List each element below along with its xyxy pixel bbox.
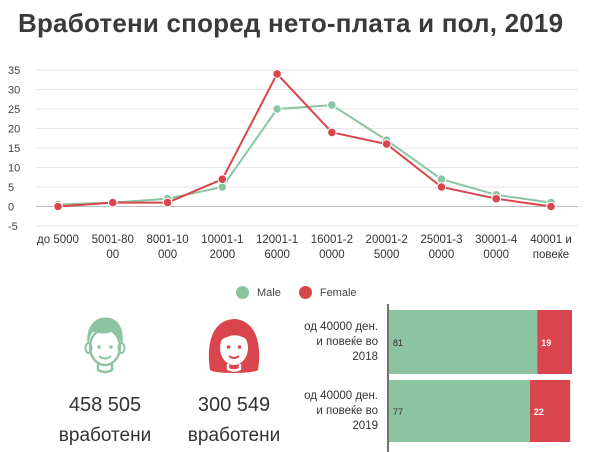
x-tick-label: 16001-2: [311, 234, 353, 246]
x-tick-label: 0000: [429, 249, 455, 261]
x-tick-label: 8001-10: [146, 234, 188, 246]
female-unit: вработени: [187, 425, 281, 446]
data-point-male[interactable]: [327, 100, 337, 110]
x-tick-label: 20001-2: [366, 234, 408, 246]
legend-item-female[interactable]: Female: [298, 286, 357, 299]
male-summary: 458 505 вработени: [50, 314, 160, 447]
bar-segment-male[interactable]: [389, 310, 538, 374]
data-point-female[interactable]: [546, 201, 556, 212]
data-point-female[interactable]: [491, 193, 502, 204]
data-point-female[interactable]: [436, 182, 447, 192]
page-title: Вработени според нето-плата и пол, 2019: [18, 8, 564, 38]
y-tick-label: 35: [8, 65, 20, 77]
x-tick-label: 30001-4: [475, 234, 518, 246]
x-tick-label: 10001-1: [201, 234, 243, 246]
y-tick-label: 25: [8, 104, 20, 116]
legend-male-label: Male: [257, 286, 281, 299]
bar-category-label: и повеќе во: [316, 405, 378, 417]
data-point-female[interactable]: [107, 197, 118, 208]
man-icon: [84, 317, 126, 374]
data-point-female[interactable]: [53, 201, 63, 212]
y-tick-label: 30: [8, 85, 20, 97]
female-summary: 300 549 вработени: [175, 314, 293, 447]
chart-legend: Male Female: [236, 286, 357, 299]
x-tick-label: 2000: [210, 249, 236, 261]
bar-category-label: од 40000 ден.: [304, 321, 378, 333]
x-tick-label: 000: [158, 249, 177, 261]
bar-segment-female[interactable]: [537, 310, 572, 374]
data-point-female[interactable]: [272, 69, 282, 79]
stacked-bar-chart: од 40000 ден. и повеќе во 2018 81 19 од 40000…: [304, 304, 572, 452]
series-line-female: [57, 72, 552, 208]
bar-category-label: 2018: [352, 351, 378, 363]
bar-segment-female[interactable]: [529, 380, 571, 442]
male-unit: вработени: [58, 425, 152, 446]
x-tick-label: повеќе: [533, 249, 569, 261]
bar-value-label: 77: [393, 407, 403, 417]
legend-item-male[interactable]: Male: [236, 286, 281, 299]
x-tick-label: 6000: [264, 249, 290, 261]
bar-value-label: 81: [393, 338, 403, 348]
x-tick-label: 40001 и: [530, 234, 572, 246]
data-point-female[interactable]: [217, 174, 228, 184]
bar-category-label: од 40000 ден.: [304, 390, 378, 402]
y-tick-label: 10: [8, 163, 20, 175]
x-tick-label: 5000: [374, 249, 400, 261]
data-point-female[interactable]: [327, 127, 337, 138]
series-line-male: [57, 104, 552, 206]
male-count: 458 505: [68, 394, 142, 416]
data-point-female[interactable]: [162, 197, 173, 208]
y-tick-label: -5: [8, 221, 18, 233]
y-tick-label: 20: [8, 124, 20, 136]
x-tick-label: 0000: [319, 249, 345, 261]
woman-icon: [208, 319, 260, 373]
legend-female-label: Female: [319, 286, 357, 299]
data-point-male[interactable]: [272, 104, 282, 114]
x-tick-label: 5001-80: [92, 234, 134, 246]
line-chart: 35 30 25 20 15 10 5 0 -5 до 5000 5001-80 00 8001-10 0…: [8, 65, 578, 261]
legend-male-swatch: [236, 286, 249, 299]
female-count: 300 549: [197, 394, 271, 416]
x-tick-label: 00: [106, 249, 119, 261]
legend-female-swatch: [298, 286, 312, 299]
y-tick-label: 5: [8, 182, 14, 194]
x-tick-label: 12001-1: [256, 234, 298, 246]
x-tick-label: до 5000: [37, 234, 79, 246]
y-tick-label: 15: [8, 143, 20, 155]
y-tick-label: 0: [8, 202, 14, 214]
x-tick-label: 0000: [483, 249, 509, 261]
bar-value-label: 22: [534, 407, 544, 417]
bar-value-label: 19: [541, 338, 551, 348]
bar-category-label: и повеќе во: [316, 336, 378, 348]
data-point-female[interactable]: [381, 139, 392, 149]
x-tick-label: 25001-3: [420, 234, 462, 246]
bar-category-label: 2019: [352, 420, 378, 432]
bar-segment-male[interactable]: [389, 380, 530, 442]
